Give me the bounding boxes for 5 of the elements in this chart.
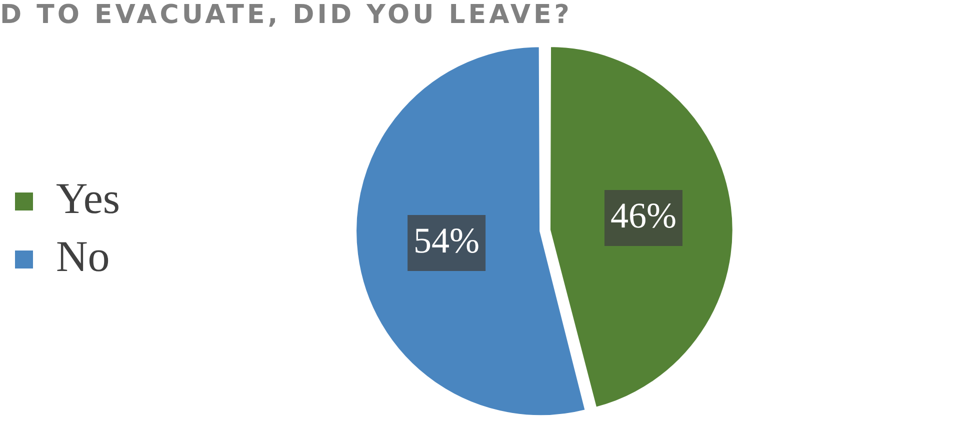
legend-label: Yes [56, 174, 120, 224]
data-label: 54% [414, 220, 480, 260]
data-label: 46% [610, 196, 676, 236]
chart-title: D TO EVACUATE, DID YOU LEAVE? [0, 0, 572, 30]
legend-label: No [56, 232, 110, 282]
